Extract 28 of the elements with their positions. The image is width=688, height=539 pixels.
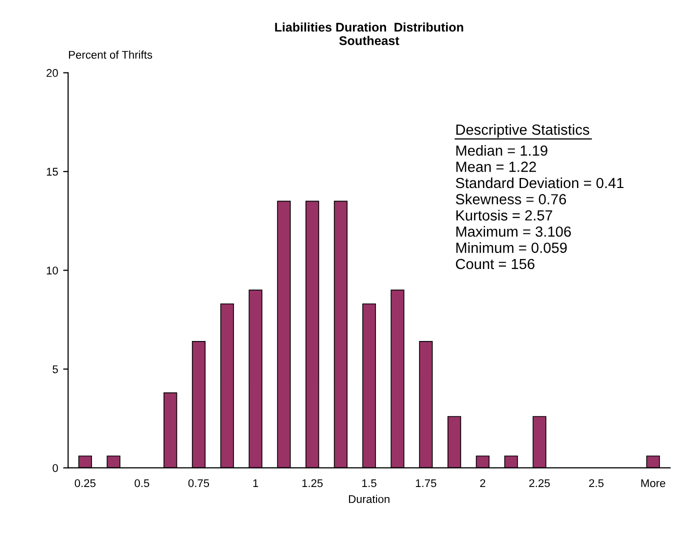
x-tick-label: 0.75 — [188, 479, 210, 488]
y-tick-label: 10 — [46, 266, 58, 274]
chart-title: Liabilities Duration Distribution Southeast — [275, 22, 464, 46]
y-tick-label: 20 — [46, 69, 58, 77]
y-tick-label: 0 — [52, 464, 58, 472]
x-tick-label: 2.25 — [529, 479, 550, 488]
annotation: Median = 1.19 — [456, 145, 548, 156]
x-tick-label: 2.5 — [589, 479, 604, 488]
annotation: Minimum = 0.059 — [456, 242, 567, 253]
x-tick-label: 1 — [253, 479, 258, 488]
annotation: Standard Deviation = 0.41 — [456, 177, 624, 188]
annotation: Count = 156 — [456, 258, 534, 270]
x-tick-label: 1.75 — [416, 479, 436, 488]
y-tick-label: 5 — [52, 365, 58, 374]
annotation: Descriptive Statistics — [456, 124, 590, 138]
annotation: Mean = 1.22 — [456, 162, 536, 172]
x-tick-label: 1.5 — [362, 479, 376, 488]
x-axis-title: Duration — [349, 494, 390, 504]
x-tick-label: 1.25 — [302, 479, 323, 488]
x-tick-label: 0.25 — [74, 479, 96, 488]
annotation: Maximum = 3.106 — [456, 226, 571, 237]
annotation: Kurtosis = 2.57 — [456, 210, 552, 221]
annotation: Skewness = 0.76 — [456, 194, 566, 204]
x-tick-label: More — [641, 479, 666, 488]
y-axis-title: Percent of Thrifts — [69, 50, 152, 59]
y-tick-label: 15 — [46, 168, 58, 176]
x-tick-label: 2 — [480, 479, 486, 488]
x-tick-label: 0.5 — [134, 479, 150, 488]
